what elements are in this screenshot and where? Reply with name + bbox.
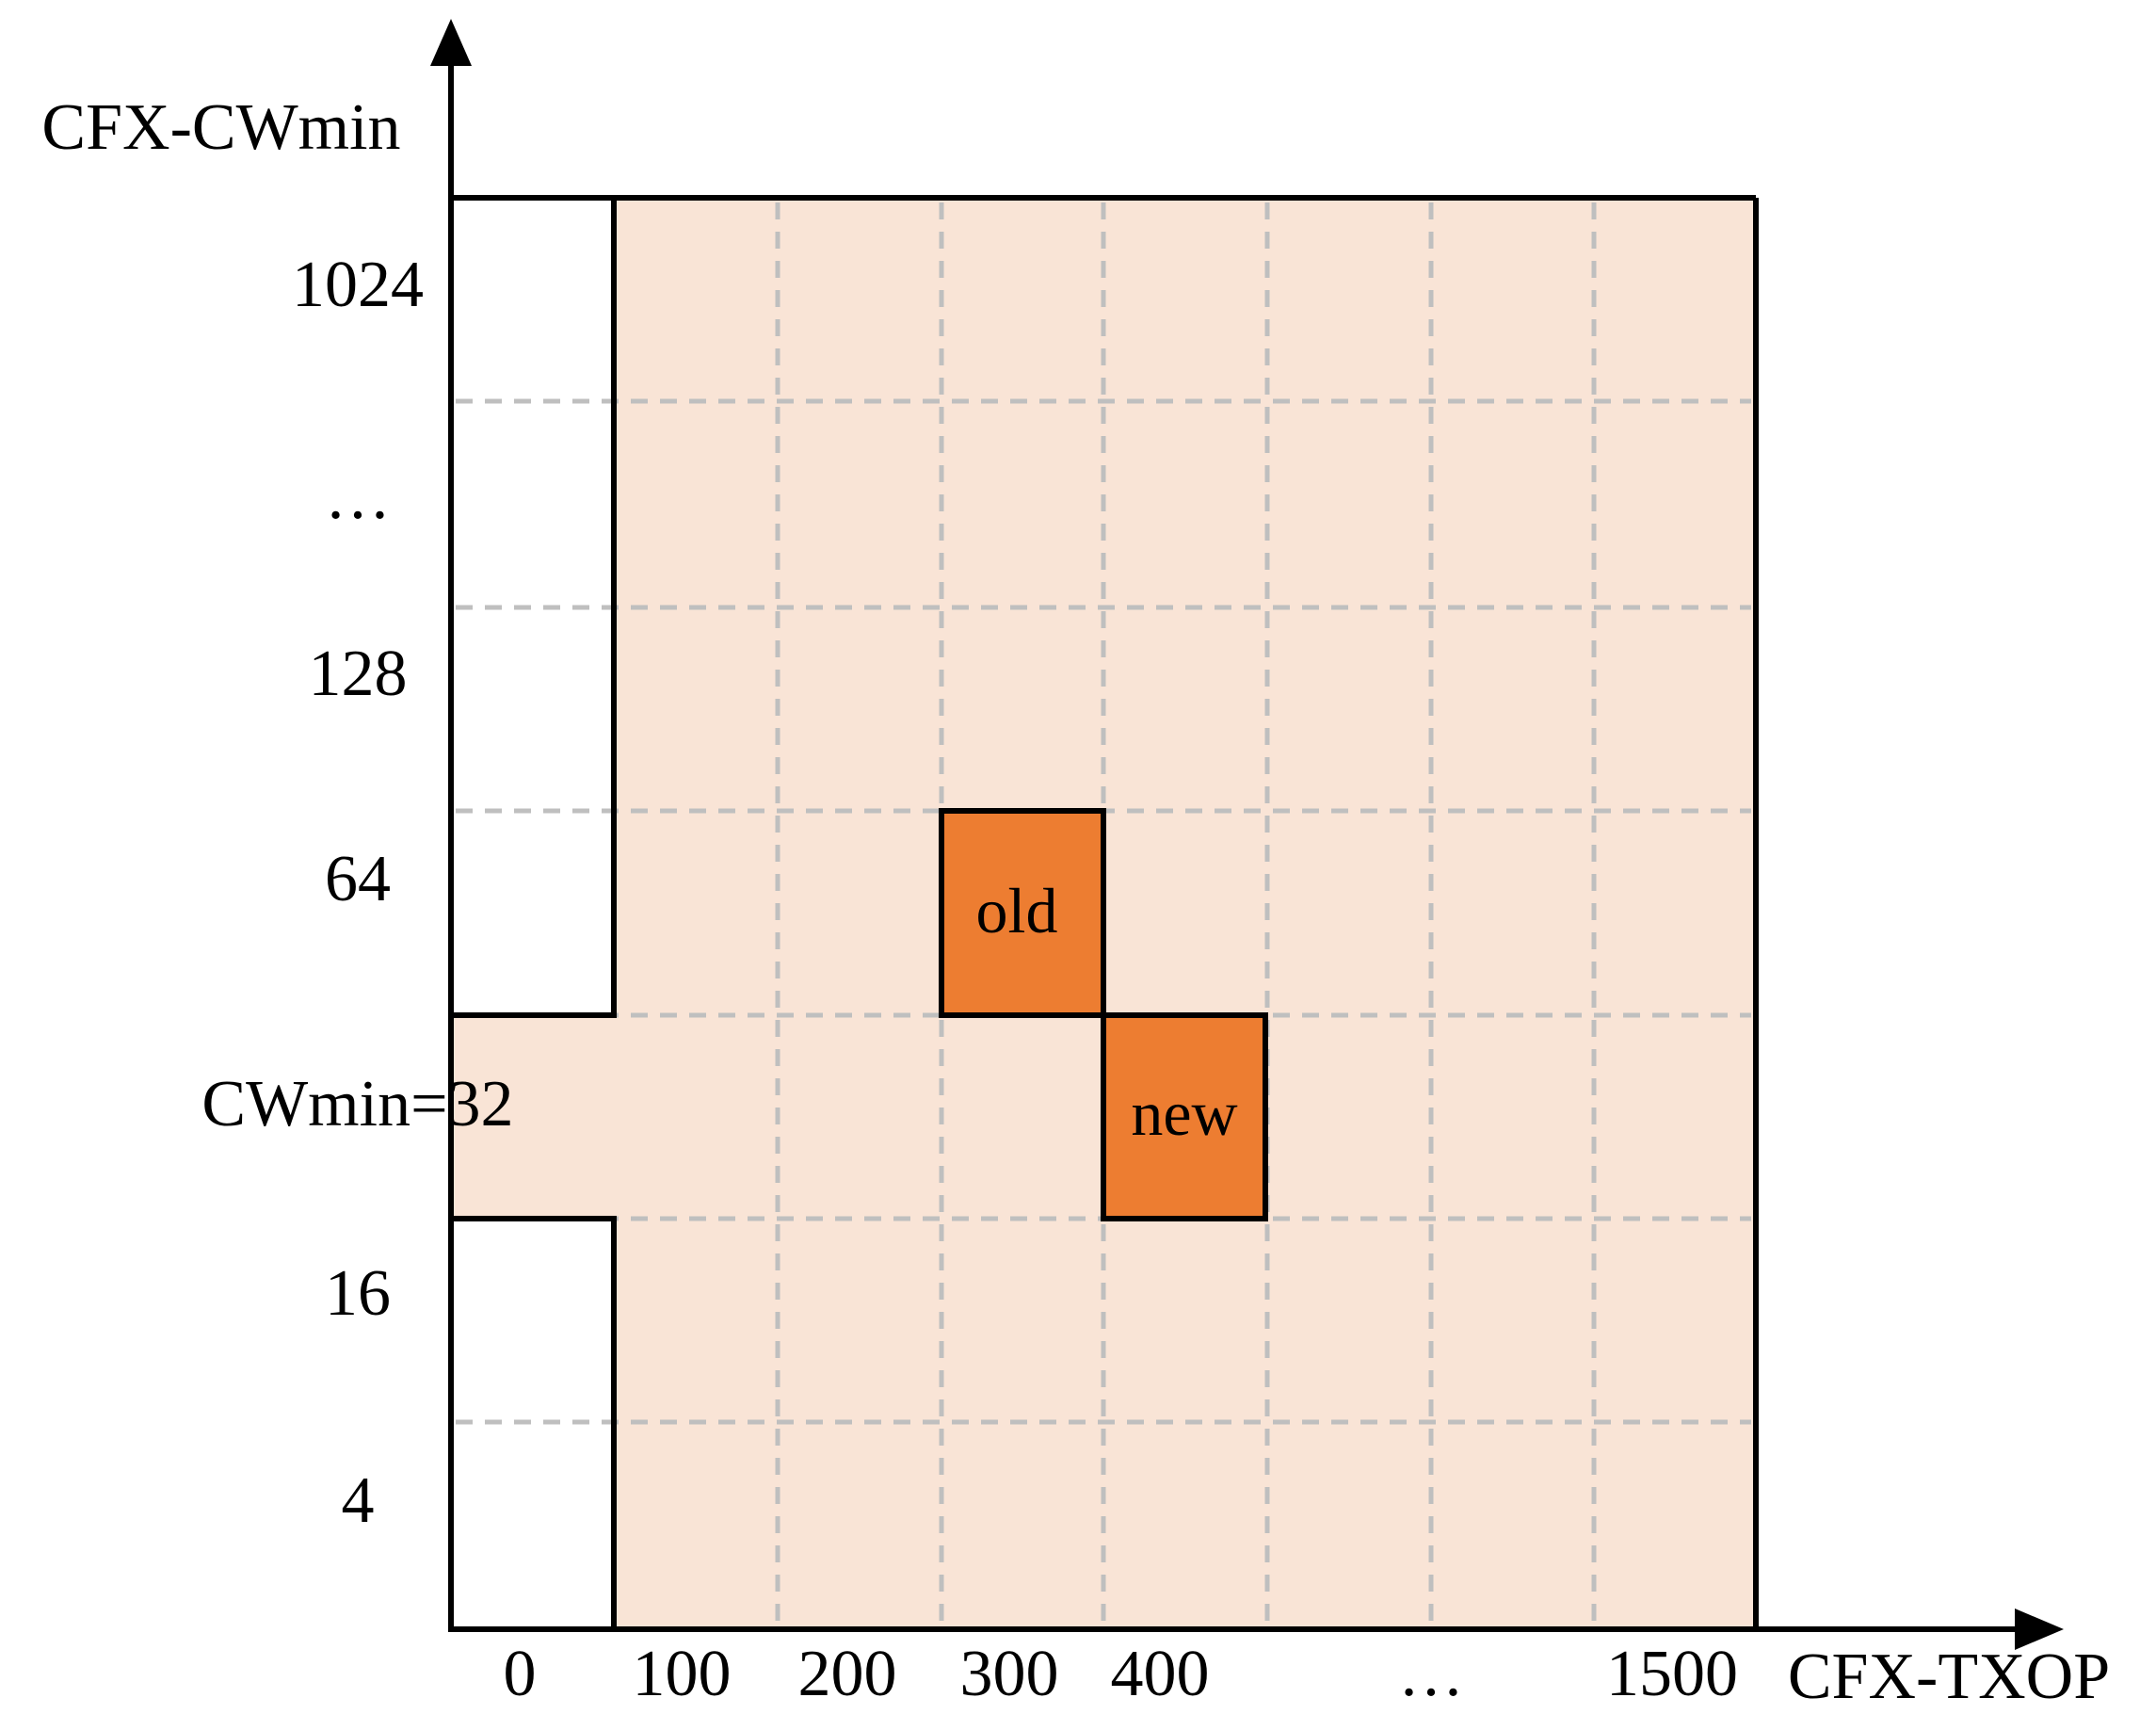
x-tick-label: 400 (1111, 1638, 1210, 1710)
new-cell (1101, 1012, 1268, 1221)
axes (448, 58, 2026, 1632)
y-tick-label: 1024 (292, 249, 424, 321)
x-tick-label: 300 (960, 1638, 1059, 1710)
y-tick-label: 16 (325, 1257, 391, 1330)
region-outlines (451, 195, 1759, 1629)
y-tick-label: 128 (309, 638, 408, 710)
y-axis-arrow-icon (430, 19, 472, 66)
x-tick-label: 100 (633, 1638, 732, 1710)
x-tick-label: 0 (504, 1638, 537, 1710)
x-tick-label: 1500 (1606, 1638, 1738, 1710)
outline-left-column-upper (451, 198, 617, 1018)
x-tick-labels: 0 100 200 300 400 … 1500 (504, 1638, 1739, 1710)
txop-region (614, 198, 1756, 1629)
y-tick-label: 64 (325, 843, 391, 915)
x-axis-arrow-icon (2015, 1609, 2064, 1650)
y-tick-label: 4 (342, 1464, 375, 1537)
new-cell-label: new (1131, 1077, 1237, 1149)
old-cell (939, 808, 1106, 1018)
outline-left-column-lower (451, 1216, 617, 1629)
y-axis-title: CFX-CWmin (41, 91, 400, 164)
x-tick-label: … (1398, 1638, 1464, 1710)
y-tick-label: … (325, 461, 391, 533)
old-cell-label: old (976, 875, 1058, 946)
x-axis-title: CFX-TXOP (1788, 1641, 2110, 1713)
y-tick-label: CWmin=32 (201, 1068, 513, 1140)
y-tick-labels: 1024 … 128 64 CWmin=32 16 4 (201, 249, 513, 1537)
x-tick-label: 200 (798, 1638, 897, 1710)
cwmin-32-row-region (451, 1015, 614, 1219)
